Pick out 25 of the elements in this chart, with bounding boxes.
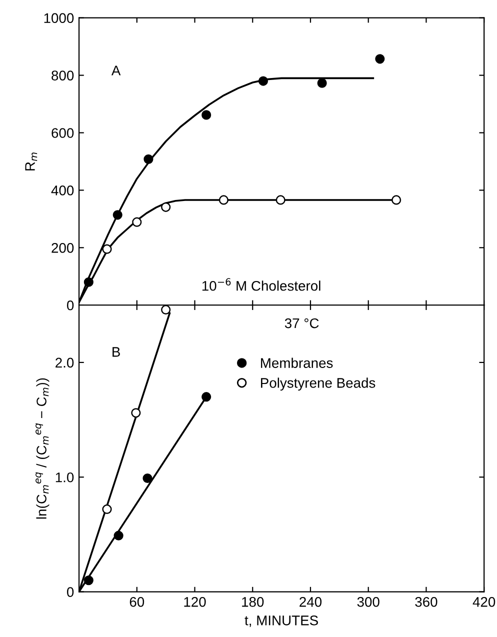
y-tick-label: 800: [52, 70, 74, 80]
x-tick-label: 180: [242, 597, 264, 607]
x-tick-label: 360: [415, 597, 438, 607]
y-tick-label: 0: [66, 587, 74, 597]
text: ln(C$_{m}$$^{eq}$ / (C$_{m}$$^{eq}$ − C$_{m}$)): [36, 378, 50, 519]
y-tick-label: 2.0: [56, 358, 74, 368]
y-tick-label: 600: [52, 128, 74, 138]
y-tick-label: 1000: [44, 13, 74, 24]
x-tick-label: 300: [357, 597, 380, 607]
x-tick-label: 240: [300, 597, 322, 607]
y-tick-label: 0: [66, 300, 74, 310]
annotation: 10$^{−6}$ M Cholesterol: [202, 278, 320, 291]
y-tick-label: 1.0: [56, 472, 74, 482]
annotation: B: [112, 347, 120, 357]
legend-label: Membranes: [261, 358, 333, 368]
x-tick-label: 120: [184, 597, 206, 607]
legend-label: Polystyrene Beads: [261, 378, 376, 391]
annotation: 37 °C: [284, 318, 319, 328]
y-tick-label: 200: [52, 243, 74, 253]
y-tick-label: 400: [51, 186, 74, 196]
y-axis-title: R$_{m}$: [25, 152, 38, 170]
x-axis-title: t, MINUTES: [244, 616, 318, 627]
x-tick-label: 420: [472, 597, 496, 607]
annotation: A: [111, 66, 121, 76]
x-tick-label: 60: [130, 597, 144, 607]
